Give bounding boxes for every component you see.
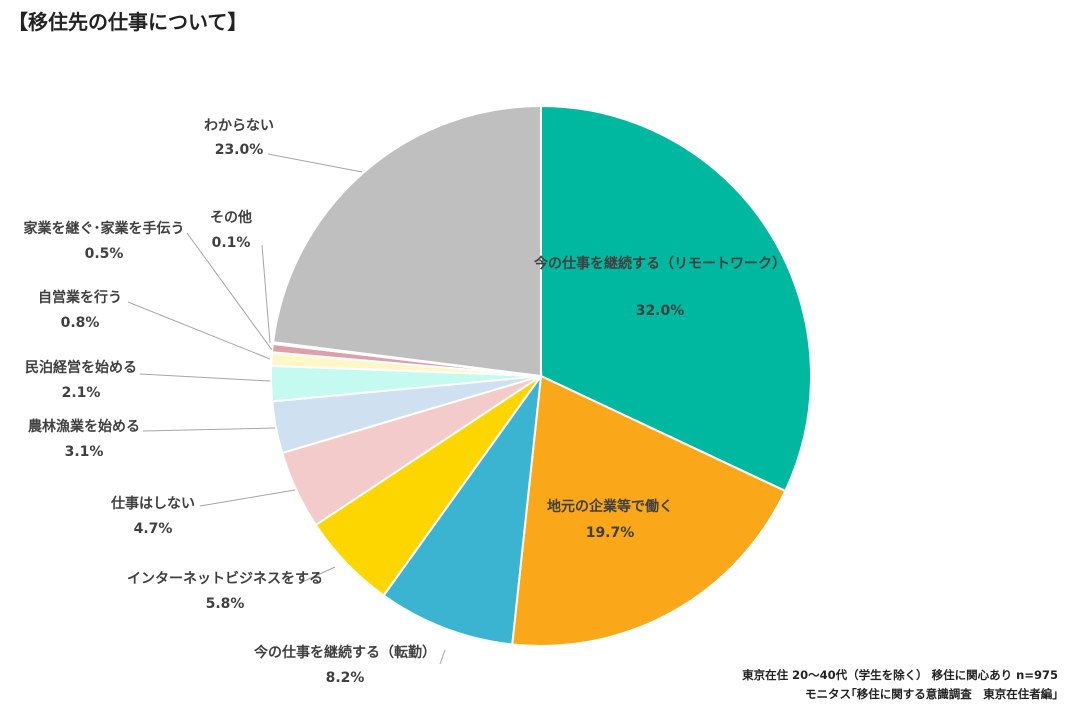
slice-label: 農林漁業を始める	[28, 418, 140, 435]
slice-label: 今の仕事を継続する（リモートワーク）	[533, 255, 786, 272]
slice-label: 自営業を行う	[38, 289, 122, 306]
slice-labels: 今の仕事を継続する（リモートワーク） 32.0% 地元の企業等で働く 19.7% 今の仕…	[24, 118, 787, 686]
leader-line	[299, 566, 336, 584]
leader-line	[186, 232, 273, 351]
slice-value-label: 32.0%	[636, 303, 685, 319]
slice-value-label: 8.2%	[326, 670, 365, 686]
pie-slice	[540, 104, 812, 493]
slice-value-label: 3.1%	[65, 444, 104, 460]
pie-slice	[382, 372, 543, 646]
footnote-source: モニタス｢移住に関する意識調査 東京在住者編｣	[805, 687, 1058, 701]
pie-slice	[511, 374, 787, 647]
slice-label: 民泊経営を始める	[25, 359, 137, 376]
slice-label: その他	[210, 209, 252, 226]
leader-line	[267, 153, 363, 173]
slice-value-label: 0.8%	[61, 315, 100, 331]
slice-value-label: 0.5%	[85, 246, 124, 262]
leader-line	[261, 244, 271, 344]
leader-lines	[127, 153, 446, 665]
slice-label: 仕事はしない	[110, 495, 195, 512]
slice-value-label: 23.0%	[215, 142, 264, 158]
slice-label: 今の仕事を継続する（転勤）	[253, 644, 436, 661]
slice-value-label: 4.7%	[134, 521, 173, 537]
chart-title: 【移住先の仕事について】	[8, 10, 248, 34]
pie-slice	[272, 104, 542, 378]
slice-value-label: 19.7%	[586, 525, 635, 541]
slice-label: わからない	[204, 118, 274, 134]
footnote-sample: 東京在住 20～40代（学生を除く） 移住に関心あり n=975	[742, 668, 1058, 682]
leader-line	[139, 373, 271, 382]
leader-line	[142, 427, 276, 432]
slice-value-label: 5.8%	[206, 596, 245, 612]
leader-line	[439, 649, 446, 665]
slice-value-label: 0.1%	[212, 235, 251, 251]
slice-label: 家業を継ぐ･家業を手伝う	[24, 220, 185, 237]
slice-value-label: 2.1%	[62, 385, 101, 401]
pie-slices	[270, 104, 812, 647]
slice-label: インターネットビジネスをする	[127, 571, 323, 587]
leader-line	[127, 301, 271, 360]
leader-line	[199, 489, 296, 507]
slice-label: 地元の企業等で働く	[547, 498, 673, 515]
